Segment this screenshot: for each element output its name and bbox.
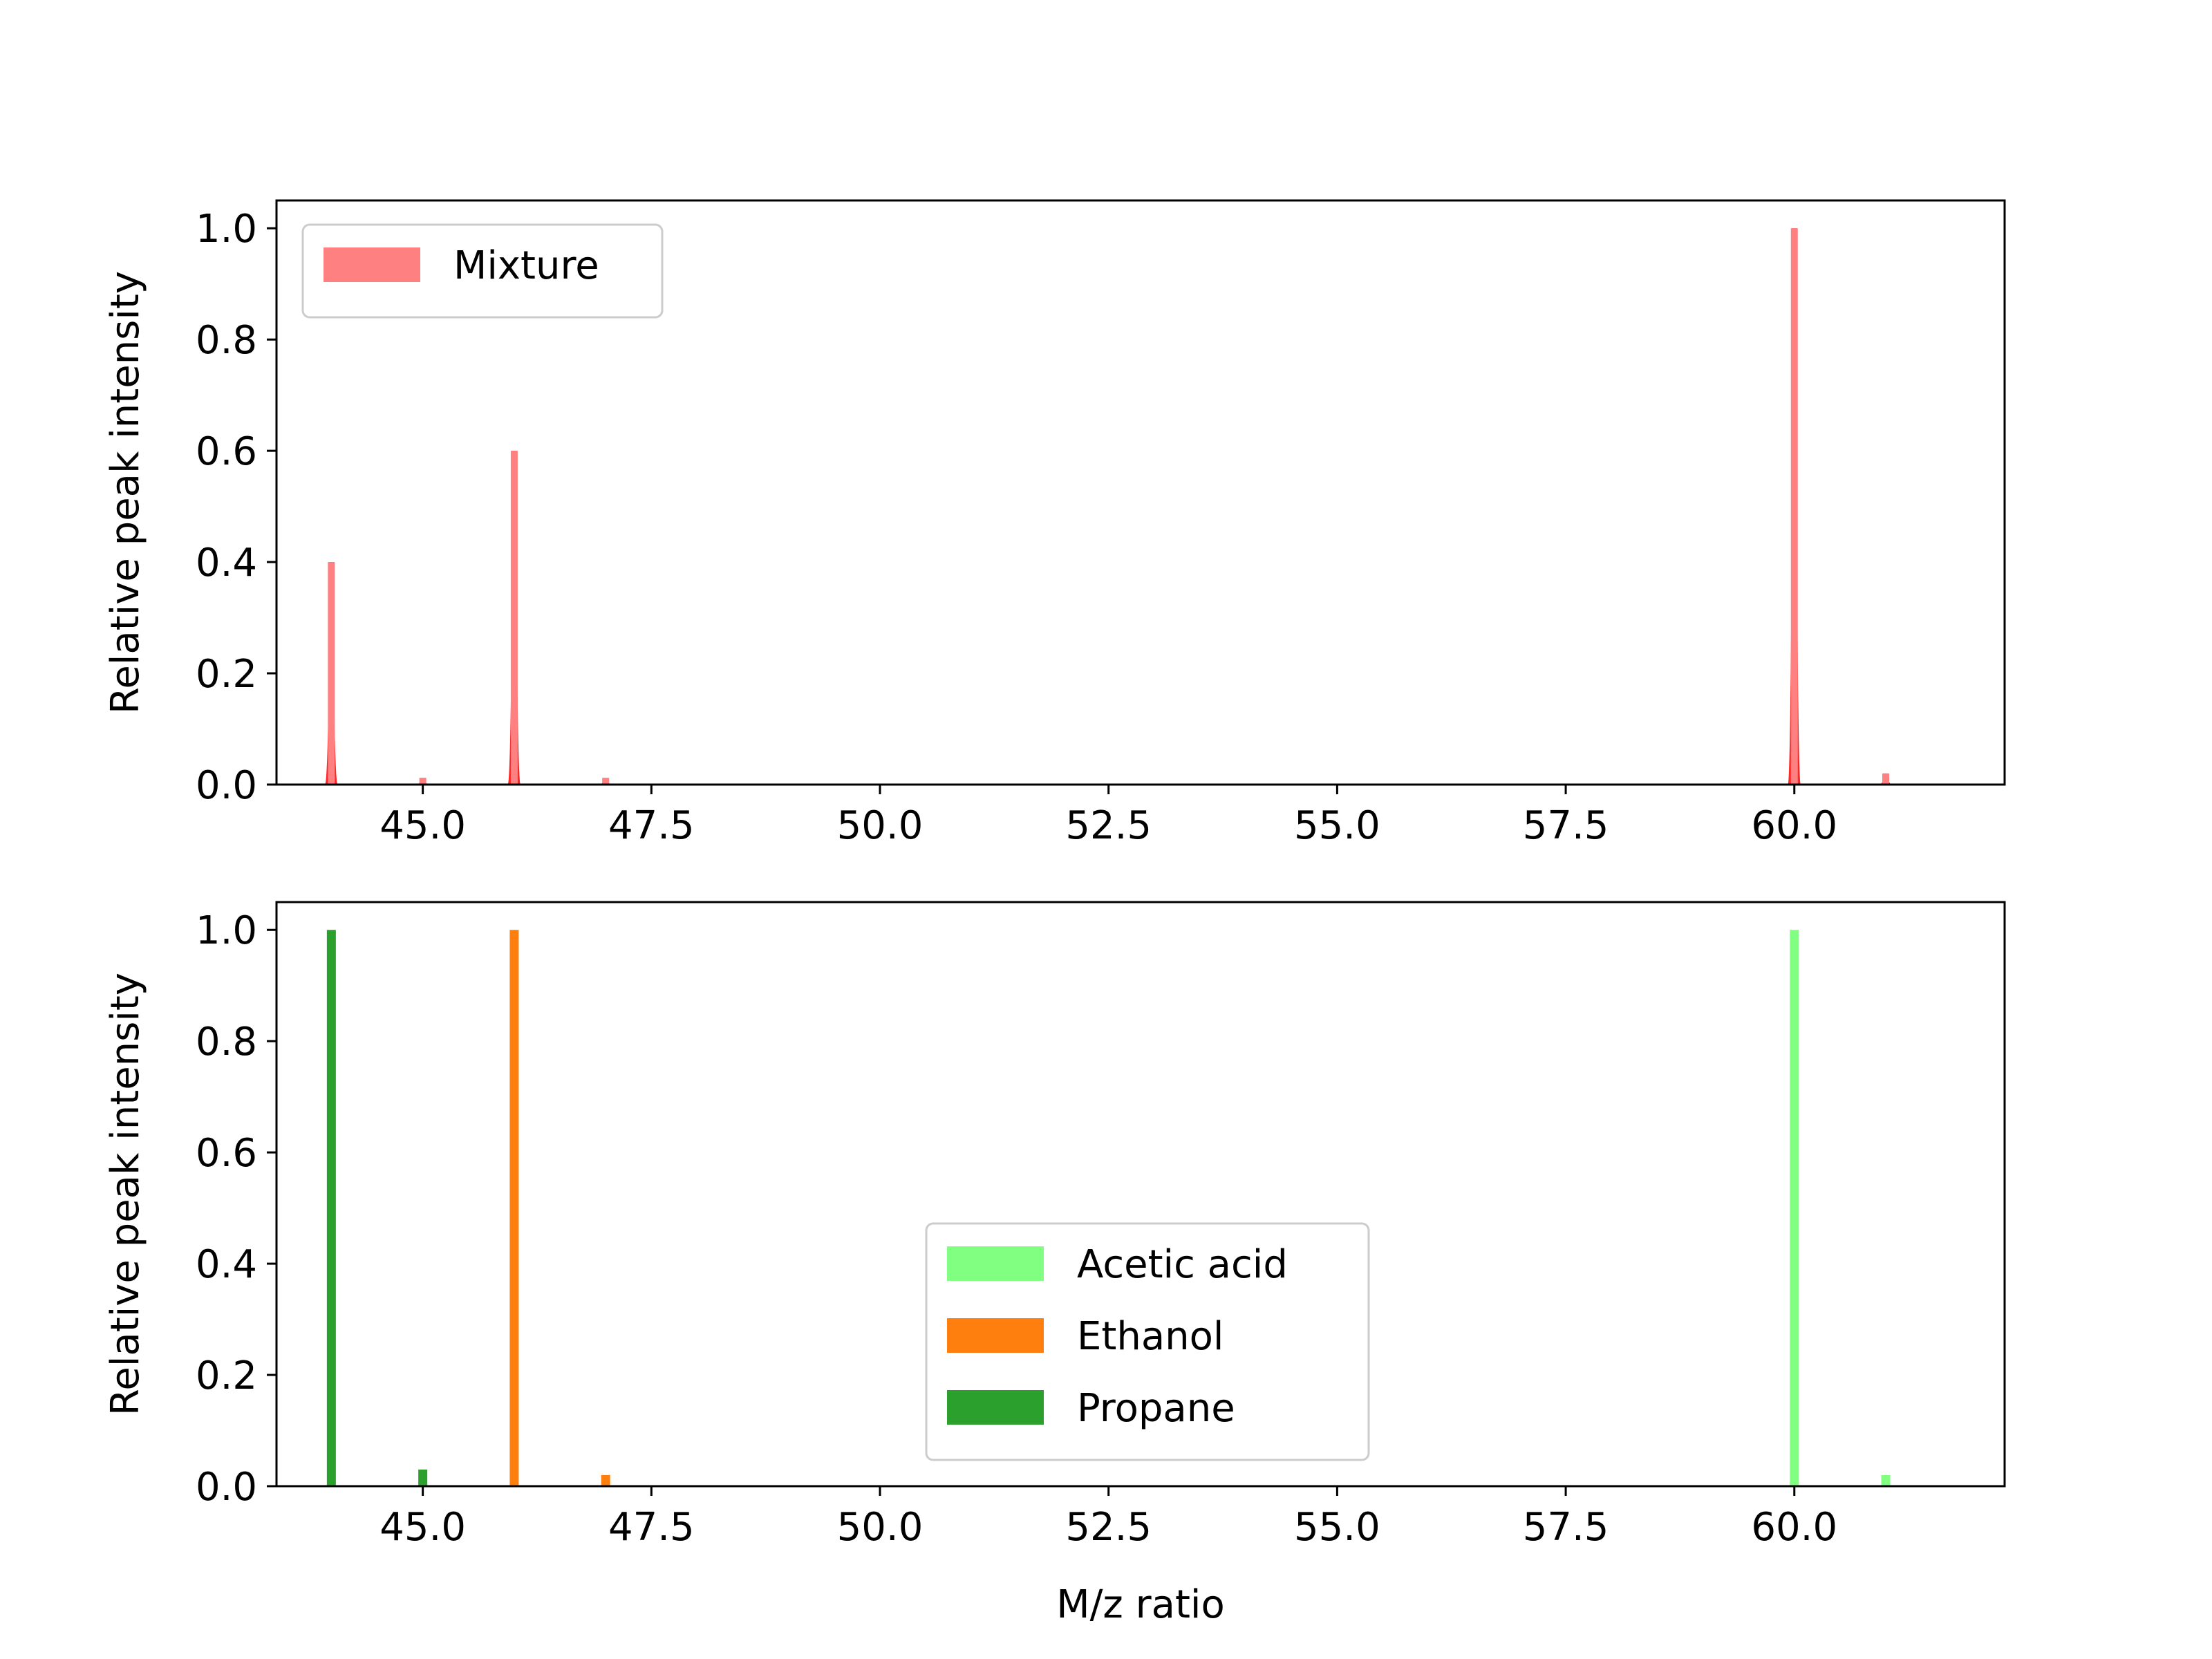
- peak-core-mixture-1: [419, 778, 427, 785]
- legend-swatch: [324, 247, 420, 282]
- x-tick-label: 52.5: [1065, 803, 1152, 848]
- x-tick-label: 57.5: [1523, 803, 1609, 848]
- x-tick-label: 55.0: [1294, 1505, 1380, 1550]
- y-tick-label: 0.2: [196, 652, 257, 697]
- y-tick-label: 0.2: [196, 1353, 257, 1398]
- axes-frame-1: [275, 199, 2006, 786]
- legend-label: Propane: [1077, 1386, 1235, 1431]
- bars-panel-1: [325, 228, 1893, 785]
- y-ticks-panel-1: 0.0 0.2 0.4 0.6 0.8 1.0: [196, 207, 276, 808]
- x-tick-label: 57.5: [1523, 1505, 1609, 1550]
- y-tick-label: 0.6: [196, 1131, 257, 1176]
- peak-core-mixture-5: [1882, 773, 1890, 785]
- x-tick-label: 55.0: [1294, 803, 1380, 848]
- x-tick-label: 50.0: [837, 1505, 924, 1550]
- y-axis-label: Relative peak intensity: [103, 271, 148, 714]
- bar-acetic-acid-0: [1790, 930, 1799, 1486]
- x-tick-label: 47.5: [608, 1505, 695, 1550]
- legend-panel-2: Acetic acid Ethanol Propane: [925, 1222, 1370, 1461]
- x-tick-label: 52.5: [1065, 1505, 1152, 1550]
- legend-label: Ethanol: [1077, 1314, 1224, 1359]
- peak-core-mixture-4: [1790, 228, 1798, 785]
- bars-panel-2: [326, 930, 1891, 1486]
- panel-1: 45.0 47.5 50.0 52.5 55.0 57.5 60.0 0.0 0.2 0.4 0.6…: [103, 199, 2006, 848]
- x-tick-label: 45.0: [379, 803, 466, 848]
- y-ticks-panel-2: 0.0 0.2 0.4 0.6 0.8 1.0: [196, 908, 276, 1510]
- y-tick-label: 1.0: [196, 207, 257, 252]
- x-tick-label: 47.5: [608, 803, 695, 848]
- x-ticks-panel-1: 45.0 47.5 50.0 52.5 55.0 57.5 60.0: [379, 785, 1837, 848]
- legend-label: Mixture: [453, 243, 599, 288]
- y-tick-label: 0.4: [196, 541, 257, 585]
- legend-panel-1: Mixture: [301, 223, 664, 319]
- x-tick-label: 45.0: [379, 1505, 466, 1550]
- bar-acetic-acid-1: [1881, 1474, 1891, 1486]
- y-axis-label: Relative peak intensity: [103, 973, 148, 1416]
- x-ticks-panel-2: 45.0 47.5 50.0 52.5 55.0 57.5 60.0: [379, 1486, 1837, 1550]
- y-tick-label: 0.8: [196, 1020, 257, 1065]
- bar-ethanol-1: [601, 1474, 610, 1486]
- x-tick-label: 50.0: [837, 803, 924, 848]
- peak-core-mixture-2: [510, 451, 518, 785]
- y-tick-label: 0.0: [196, 763, 257, 808]
- panel-2: 45.0 47.5 50.0 52.5 55.0 57.5 60.0 0.0 0.2 0.4 0.6…: [103, 901, 2006, 1627]
- y-tick-label: 0.6: [196, 429, 257, 474]
- y-tick-label: 0.0: [196, 1465, 257, 1510]
- x-tick-label: 60.0: [1751, 803, 1837, 848]
- y-tick-label: 1.0: [196, 908, 257, 953]
- bar-propane-0: [326, 930, 336, 1486]
- legend-swatch: [947, 1318, 1044, 1353]
- peak-core-mixture-0: [328, 562, 335, 785]
- axes-frame-2: [275, 901, 2006, 1488]
- legend-swatch: [947, 1246, 1044, 1281]
- y-tick-label: 0.4: [196, 1242, 257, 1287]
- bar-ethanol-0: [509, 930, 519, 1486]
- legend-label: Acetic acid: [1077, 1242, 1288, 1287]
- peak-core-mixture-3: [602, 778, 610, 785]
- x-tick-label: 60.0: [1751, 1505, 1837, 1550]
- bar-propane-1: [418, 1469, 428, 1486]
- x-axis-label: M/z ratio: [1056, 1582, 1225, 1627]
- legend-swatch: [947, 1390, 1044, 1425]
- y-tick-label: 0.8: [196, 318, 257, 363]
